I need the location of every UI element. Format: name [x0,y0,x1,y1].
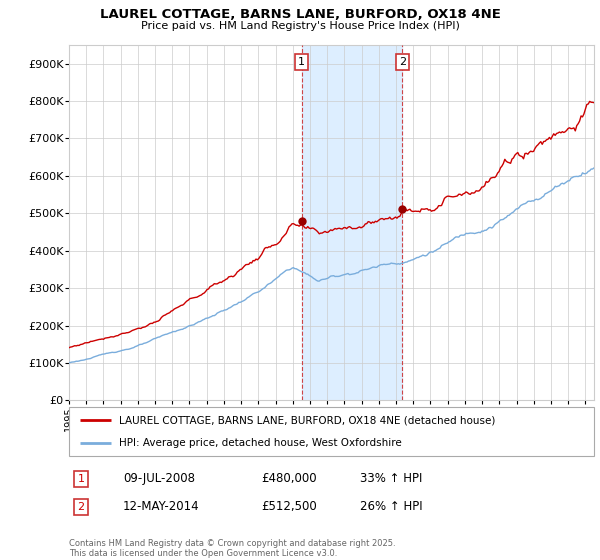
Text: LAUREL COTTAGE, BARNS LANE, BURFORD, OX18 4NE (detached house): LAUREL COTTAGE, BARNS LANE, BURFORD, OX1… [119,416,495,426]
Text: £512,500: £512,500 [261,500,317,514]
Text: HPI: Average price, detached house, West Oxfordshire: HPI: Average price, detached house, West… [119,438,401,448]
Text: 12-MAY-2014: 12-MAY-2014 [123,500,200,514]
Text: Price paid vs. HM Land Registry's House Price Index (HPI): Price paid vs. HM Land Registry's House … [140,21,460,31]
Bar [302,45,403,400]
Text: 1: 1 [77,474,85,484]
Text: Contains HM Land Registry data © Crown copyright and database right 2025.
This d: Contains HM Land Registry data © Crown c… [69,539,395,558]
Text: 1: 1 [298,57,305,67]
Text: 33% ↑ HPI: 33% ↑ HPI [360,472,422,486]
Text: LAUREL COTTAGE, BARNS LANE, BURFORD, OX18 4NE: LAUREL COTTAGE, BARNS LANE, BURFORD, OX1… [100,8,500,21]
Text: 09-JUL-2008: 09-JUL-2008 [123,472,195,486]
Text: 2: 2 [77,502,85,512]
Text: £480,000: £480,000 [261,472,317,486]
Text: 26% ↑ HPI: 26% ↑ HPI [360,500,422,514]
Text: 2: 2 [399,57,406,67]
